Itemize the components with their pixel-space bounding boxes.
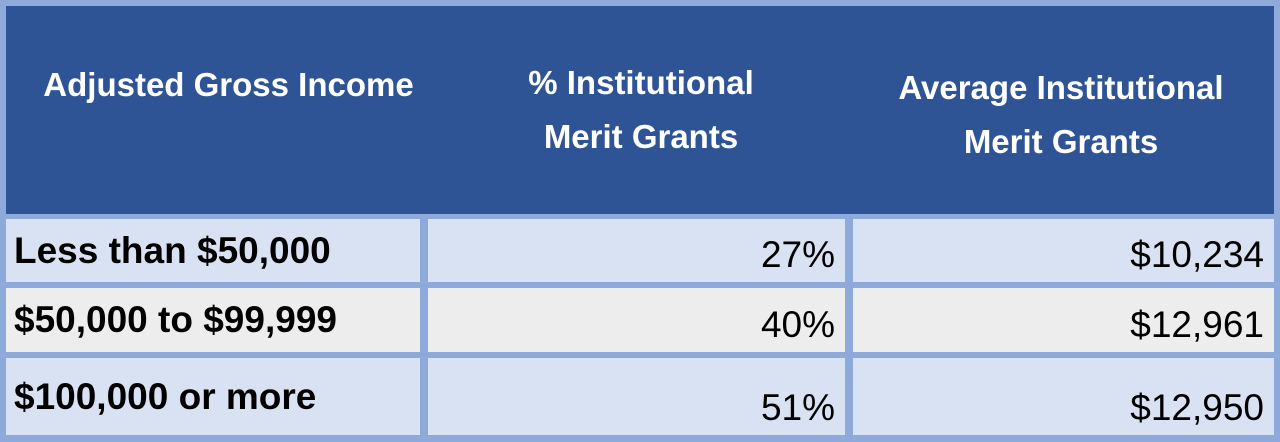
- header-cell: % Institutional Merit Grants: [528, 64, 754, 155]
- header-cell: Average Institutional Merit Grants: [898, 69, 1224, 160]
- header-cell: Adjusted Gross Income: [43, 66, 414, 103]
- cell: 40%: [428, 288, 845, 352]
- cell: $10,234: [853, 219, 1274, 282]
- cell: 51%: [428, 358, 845, 435]
- cell: Less than $50,000: [6, 219, 420, 282]
- cell: $12,961: [853, 288, 1274, 352]
- header-row: Adjusted Gross Income % Institutional Me…: [6, 6, 1274, 214]
- cell: $50,000 to $99,999: [6, 288, 420, 352]
- cell: $12,950: [853, 358, 1274, 435]
- cell: $100,000 or more: [6, 358, 420, 435]
- cell: 27%: [428, 219, 845, 282]
